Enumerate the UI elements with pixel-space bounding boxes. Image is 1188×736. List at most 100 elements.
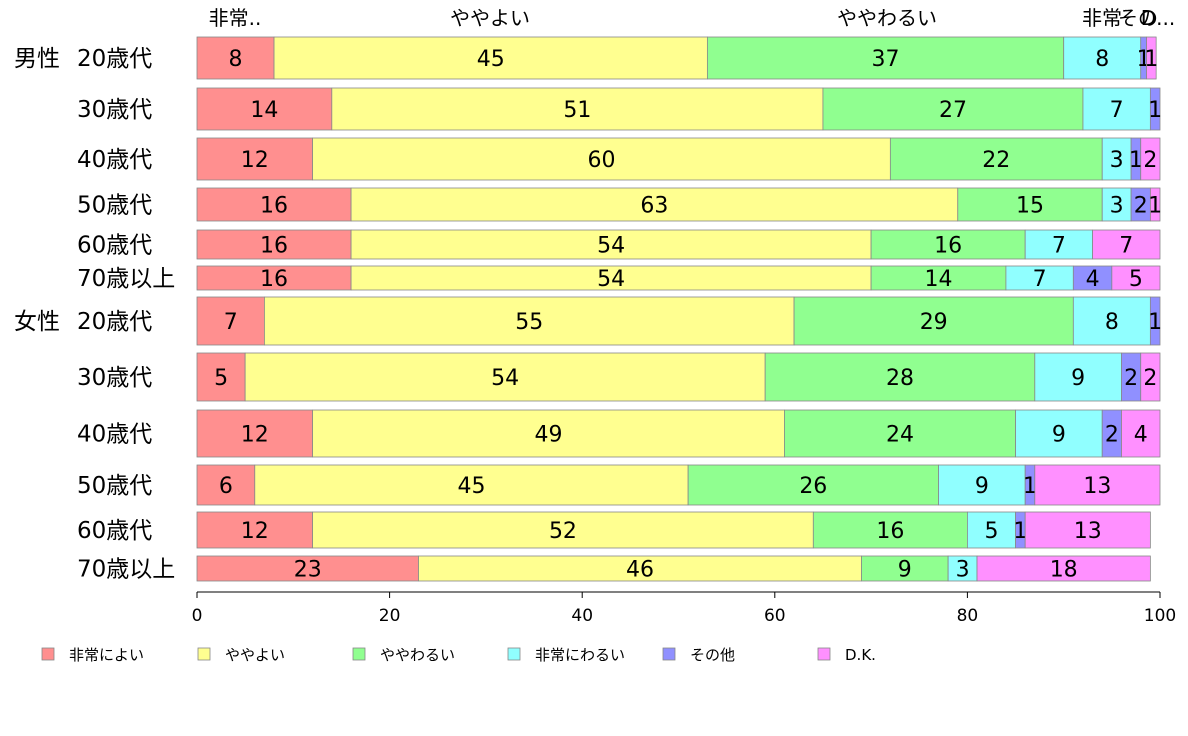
data-label: 7 — [1110, 98, 1124, 123]
category-label: 30歳代 — [77, 365, 152, 391]
data-label: 3 — [956, 558, 970, 583]
bar-segment — [196, 296, 265, 346]
data-label: 37 — [872, 47, 900, 72]
category-labels: 20歳代 30歳代 40歳代 50歳代 60歳代 70歳以上 20歳代 30歳代 40歳代 50歳… — [77, 46, 175, 583]
legend-label: 非常にわるい — [535, 646, 625, 664]
data-label: 3 — [1110, 148, 1124, 173]
bar-segment — [350, 187, 959, 222]
data-label: 16 — [934, 234, 962, 259]
legend-swatch — [197, 647, 211, 661]
legend-swatch — [352, 647, 366, 661]
category-label: 40歳代 — [77, 422, 152, 448]
data-label: 16 — [260, 234, 288, 259]
data-label: 24 — [886, 423, 914, 448]
data-label: 60 — [587, 148, 615, 173]
data-label: 1 — [1129, 148, 1143, 173]
data-label: 9 — [1071, 366, 1085, 391]
bar-segment — [1034, 464, 1161, 506]
category-label: 60歳代 — [77, 233, 152, 259]
bar-segment — [196, 137, 313, 181]
bar-segment — [1034, 352, 1122, 402]
bar-segment — [938, 464, 1026, 506]
bar-segment — [1140, 137, 1161, 181]
bar-segment — [706, 36, 1065, 80]
data-label: 3 — [1110, 194, 1124, 219]
bar-segment — [1072, 296, 1151, 346]
x-tick-label: 0 — [192, 606, 203, 626]
bar-segment — [1024, 229, 1093, 260]
bar-segment — [1101, 137, 1132, 181]
bar-segment — [196, 511, 313, 549]
bar-segment — [1005, 265, 1074, 291]
bar-segment — [264, 296, 795, 346]
x-tick-label: 60 — [764, 606, 786, 626]
data-label: 18 — [1050, 558, 1078, 583]
data-label: 1 — [1013, 519, 1027, 544]
data-label: 7 — [1052, 234, 1066, 259]
data-label: 45 — [457, 474, 485, 499]
bar-segment — [870, 265, 1007, 291]
category-label: 20歳代 — [77, 309, 152, 335]
bar-segment — [312, 137, 891, 181]
data-label: 7 — [1033, 267, 1047, 292]
data-label: 1 — [1148, 194, 1162, 219]
data-label: 26 — [799, 474, 827, 499]
bar-segment — [196, 352, 246, 402]
data-label: 16 — [260, 267, 288, 292]
data-label: 29 — [920, 310, 948, 335]
bar-segment — [947, 555, 978, 582]
top-series-label: 非常 — [1082, 6, 1122, 30]
data-label: 16 — [876, 519, 904, 544]
data-label: 13 — [1083, 474, 1111, 499]
bar-segment — [784, 409, 1016, 458]
legend-label: ややわるい — [380, 646, 455, 664]
x-tick-label: 80 — [957, 606, 979, 626]
bar-segment — [1063, 36, 1142, 80]
legend-label: その他 — [690, 646, 735, 664]
bar-segment — [254, 464, 689, 506]
bar-segment — [793, 296, 1074, 346]
category-label: 50歳代 — [77, 473, 152, 499]
data-label: 7 — [224, 310, 238, 335]
data-label: 54 — [597, 234, 625, 259]
data-label: 4 — [1134, 423, 1148, 448]
data-label: 2 — [1143, 148, 1157, 173]
bar-segment — [1149, 87, 1161, 131]
top-series-label: D... — [1141, 6, 1175, 30]
x-tick-label: 100 — [1144, 606, 1176, 626]
bar-segment — [967, 511, 1016, 549]
top-series-label: ややわるい — [837, 6, 937, 30]
bar-segment — [870, 229, 1026, 260]
bar-segment — [957, 187, 1103, 222]
data-label: 15 — [1016, 194, 1044, 219]
bar-segment — [196, 36, 275, 80]
data-label: 46 — [626, 558, 654, 583]
bar-segment — [244, 352, 766, 402]
bar-segment — [1024, 511, 1151, 549]
legend-label: 非常によい — [69, 646, 144, 664]
category-label: 70歳以上 — [77, 266, 175, 292]
data-label: 8 — [229, 47, 243, 72]
x-tick-label: 20 — [379, 606, 401, 626]
group-label: 女性 — [14, 309, 60, 335]
data-label: 4 — [1086, 267, 1100, 292]
data-label: 2 — [1134, 194, 1148, 219]
data-label: 9 — [898, 558, 912, 583]
data-label: 2 — [1124, 366, 1138, 391]
bar-segment — [1121, 409, 1161, 458]
data-label: 55 — [515, 310, 543, 335]
bar-segment — [889, 137, 1103, 181]
bar-segment — [196, 555, 419, 582]
bar-segment — [1111, 265, 1161, 291]
data-label: 14 — [250, 98, 278, 123]
data-label: 1 — [1148, 310, 1162, 335]
data-label: 5 — [1129, 267, 1143, 292]
category-label: 70歳以上 — [77, 557, 175, 583]
bar-segment — [196, 409, 313, 458]
bar-segment — [196, 187, 352, 222]
legend-swatch — [817, 647, 831, 661]
category-label: 60歳代 — [77, 518, 152, 544]
